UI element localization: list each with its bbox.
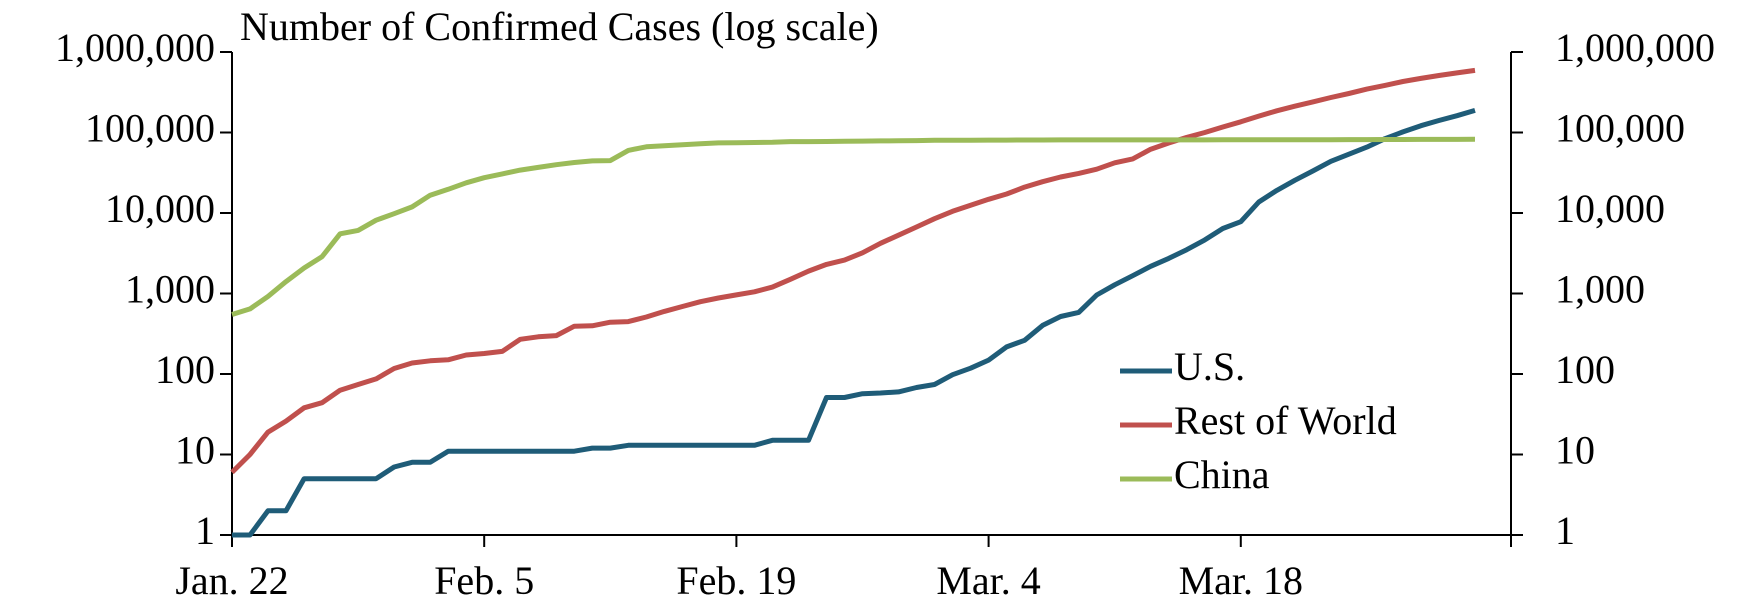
series-line: [230, 67, 1476, 475]
y-tick-label: 1,000: [125, 267, 215, 312]
y2-tick-label: 1: [1555, 508, 1575, 553]
legend-label: Rest of World: [1174, 398, 1397, 443]
series-line: [231, 136, 1476, 317]
y2-tick-label: 1,000: [1555, 267, 1645, 312]
legend-label: China: [1174, 452, 1270, 497]
y2-tick-label: 100,000: [1555, 106, 1685, 151]
y-tick-label: 10,000: [105, 186, 215, 231]
y-tick-label: 1: [195, 508, 215, 553]
y2-tick-label: 10: [1555, 428, 1595, 473]
y-tick-label: 100,000: [85, 106, 215, 151]
y2-tick-label: 100: [1555, 347, 1615, 392]
y-tick-label: 1,000,000: [55, 25, 215, 70]
x-tick-label: Feb. 5: [434, 558, 534, 603]
y-tick-label: 10: [175, 428, 215, 473]
chart-title: Number of Confirmed Cases (log scale): [240, 4, 879, 49]
x-tick-label: Mar. 4: [936, 558, 1040, 603]
y2-tick-label: 1,000,000: [1555, 25, 1715, 70]
legend-label: U.S.: [1174, 344, 1245, 389]
y-tick-label: 100: [155, 347, 215, 392]
y2-tick-label: 10,000: [1555, 186, 1665, 231]
series-line: [232, 108, 1476, 538]
x-tick-label: Mar. 18: [1179, 558, 1303, 603]
x-tick-label: Jan. 22: [175, 558, 288, 603]
x-tick-label: Feb. 19: [676, 558, 796, 603]
